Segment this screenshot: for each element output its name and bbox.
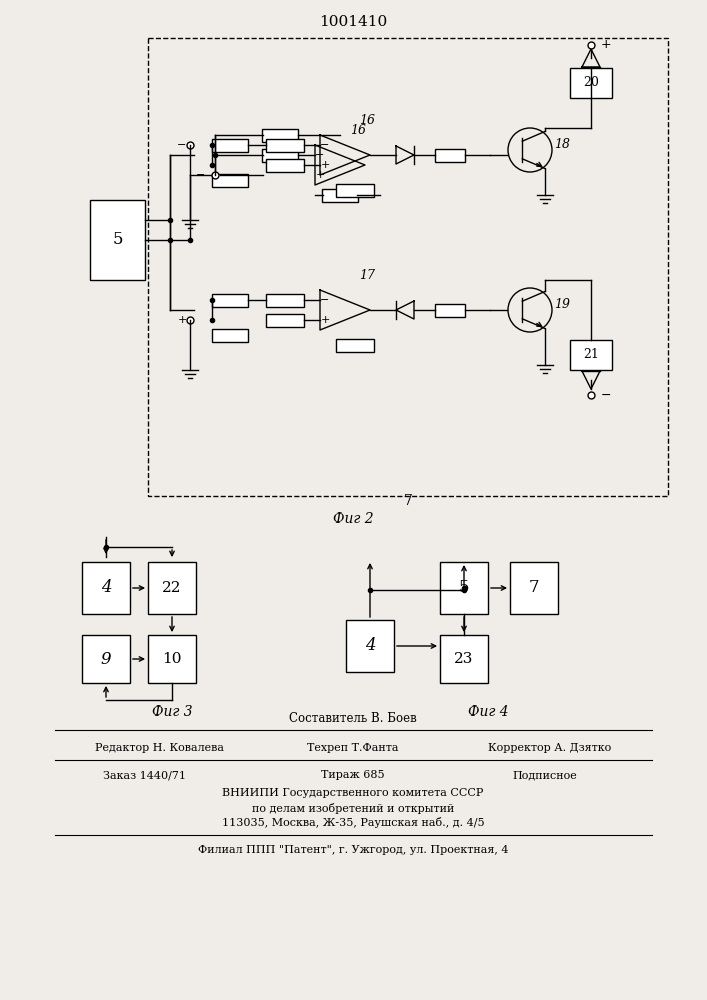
Text: Тираж 685: Тираж 685 — [321, 770, 385, 780]
Bar — [262, 128, 298, 141]
Text: 23: 23 — [455, 652, 474, 666]
Text: Корректор А. Дзятко: Корректор А. Дзятко — [489, 743, 612, 753]
Bar — [322, 188, 358, 202]
Text: +: + — [320, 315, 329, 325]
Text: +: + — [315, 170, 325, 180]
Text: 7: 7 — [404, 494, 412, 508]
Text: Подписное: Подписное — [513, 770, 578, 780]
Text: −: − — [320, 140, 329, 150]
Bar — [266, 314, 304, 326]
Text: по делам изобретений и открытий: по делам изобретений и открытий — [252, 802, 454, 814]
Text: Фиг 4: Фиг 4 — [468, 705, 508, 719]
Bar — [440, 635, 488, 683]
Text: −: − — [601, 388, 612, 401]
Text: +: + — [320, 160, 329, 170]
Bar — [266, 294, 304, 306]
Text: 5: 5 — [459, 580, 469, 596]
Bar — [212, 294, 248, 306]
Text: Заказ 1440/71: Заказ 1440/71 — [103, 770, 187, 780]
Text: 16: 16 — [350, 124, 366, 137]
Text: −: − — [177, 140, 187, 150]
Text: Фиг 3: Фиг 3 — [152, 705, 192, 719]
Bar — [82, 562, 130, 614]
Text: Редактор Н. Ковалева: Редактор Н. Ковалева — [95, 743, 225, 753]
Bar — [148, 562, 196, 614]
Text: +: + — [177, 315, 187, 325]
Bar — [435, 148, 465, 161]
Text: −: − — [320, 295, 329, 305]
Bar — [336, 338, 374, 352]
Text: +: + — [601, 38, 612, 51]
Text: 4: 4 — [365, 638, 375, 654]
Bar — [212, 328, 248, 342]
Text: 4: 4 — [100, 580, 111, 596]
Bar — [82, 635, 130, 683]
Text: 113035, Москва, Ж-35, Раушская наб., д. 4/5: 113035, Москва, Ж-35, Раушская наб., д. … — [222, 818, 484, 828]
Bar — [148, 38, 668, 496]
Bar — [570, 340, 612, 370]
Bar — [570, 68, 612, 98]
Bar — [346, 620, 394, 672]
Text: 19: 19 — [554, 298, 570, 312]
Text: 5: 5 — [112, 232, 123, 248]
Bar — [336, 184, 374, 196]
Text: 22: 22 — [162, 581, 182, 595]
Text: −: − — [196, 170, 205, 180]
Text: Фиг 2: Фиг 2 — [333, 512, 373, 526]
Text: 1001410: 1001410 — [319, 15, 387, 29]
Text: Филиал ППП "Патент", г. Ужгород, ул. Проектная, 4: Филиал ППП "Патент", г. Ужгород, ул. Про… — [198, 845, 508, 855]
Bar — [266, 158, 304, 172]
Text: 18: 18 — [554, 138, 570, 151]
Text: −: − — [315, 150, 325, 160]
Bar — [510, 562, 558, 614]
Text: Составитель В. Боев: Составитель В. Боев — [289, 712, 417, 724]
Text: 7: 7 — [529, 580, 539, 596]
Text: 20: 20 — [583, 77, 599, 90]
Bar — [435, 304, 465, 316]
Text: 21: 21 — [583, 349, 599, 361]
Bar — [148, 635, 196, 683]
Bar — [266, 138, 304, 151]
Text: 17: 17 — [359, 269, 375, 282]
Bar — [90, 200, 145, 280]
Text: Техреп Т.Фанта: Техреп Т.Фанта — [308, 743, 399, 753]
Text: 16: 16 — [359, 114, 375, 127]
Bar — [262, 148, 298, 161]
Bar — [212, 138, 248, 151]
Text: 10: 10 — [162, 652, 182, 666]
Text: ВНИИПИ Государственного комитета СССР: ВНИИПИ Государственного комитета СССР — [222, 788, 484, 798]
Text: 9: 9 — [100, 650, 111, 668]
Bar — [212, 174, 248, 186]
Bar — [440, 562, 488, 614]
